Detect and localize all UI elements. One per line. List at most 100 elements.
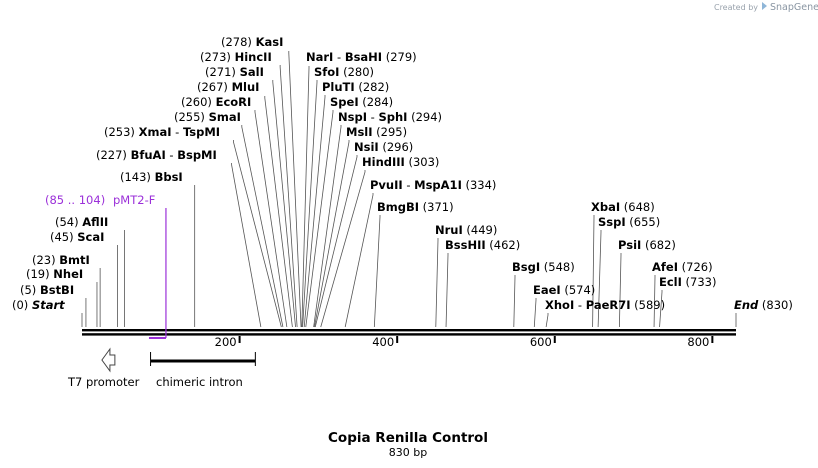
site-label-xbai: XbaI (648) [591, 200, 655, 214]
leader-nrui [435, 238, 439, 328]
site-xmai: (253) XmaI - TspMI [104, 125, 220, 139]
leader-eaei [533, 298, 537, 328]
site-sali: (271) SalI [205, 65, 264, 79]
site-label-bstbi: (5) BstBI [20, 283, 74, 297]
site-bmgbi: BmgBI (371) [377, 200, 454, 214]
map-title: Copia Renilla Control [328, 430, 488, 446]
site-pvuii: PvuII - MspA1I (334) [370, 178, 496, 192]
site-label-nrui: NruI (449) [435, 223, 497, 237]
site-label-pluti: PluTI (282) [322, 80, 389, 94]
site-label-kasi: (278) KasI [221, 35, 283, 49]
site-xbai: XbaI (648) [591, 200, 655, 214]
site-sspi: SspI (655) [598, 215, 660, 229]
feature-label-chimeric-intron: chimeric intron [156, 375, 243, 389]
leader-afei [653, 275, 656, 328]
site-label-nsii: NsiI (296) [354, 140, 413, 154]
leader-bmgbi [373, 215, 381, 328]
leader-xbai [592, 215, 595, 328]
leader-nsii [314, 155, 358, 328]
leader-spei [305, 110, 334, 328]
site-label-start: (0) Start [12, 298, 65, 312]
site-xhoi: XhoI - PaeR7I (589) [545, 298, 665, 312]
site-start: (0) Start [12, 298, 65, 312]
site-bbsi: (143) BbsI [120, 170, 183, 184]
site-label-sspi: SspI (655) [598, 215, 660, 229]
site-label-bsgi: BsgI (548) [512, 260, 575, 274]
site-leader-lines [81, 51, 737, 328]
ruler-label-600: 600 [530, 335, 552, 349]
leader-kasi [288, 51, 302, 328]
leader-bsshii [445, 253, 449, 328]
feature-t7-promoter: T7 promoter [67, 347, 140, 389]
site-label-psii: PsiI (682) [618, 238, 676, 252]
leader-hindiii [320, 170, 366, 328]
leader-xmai [233, 140, 282, 328]
site-eaei: EaeI (574) [533, 283, 595, 297]
site-label-hincii: (273) HincII [200, 50, 272, 64]
site-hindiii: HindIII (303) [362, 155, 439, 169]
leader-ecori [254, 110, 288, 328]
site-nrui: NruI (449) [435, 223, 497, 237]
site-psii: PsiI (682) [618, 238, 676, 252]
ruler-label-200: 200 [215, 335, 237, 349]
site-pluti: PluTI (282) [322, 80, 389, 94]
feature-chimeric-intron: chimeric intron [150, 352, 256, 389]
site-msli: MslI (295) [346, 125, 407, 139]
site-label-nspi: NspI - SphI (294) [338, 110, 442, 124]
leader-pvuii [344, 193, 374, 328]
primer-range: (85 .. 104) [45, 193, 105, 207]
site-bsshii: BssHII (462) [445, 238, 520, 252]
site-smai: (255) SmaI [174, 110, 241, 124]
site-mlui: (267) MluI [197, 80, 259, 94]
leader-pluti [303, 95, 326, 328]
ruler-label-400: 400 [372, 335, 394, 349]
site-label-mlui: (267) MluI [197, 80, 259, 94]
leader-nari [301, 66, 310, 328]
site-label-sali: (271) SalI [205, 65, 264, 79]
site-spei: SpeI (284) [330, 95, 393, 109]
site-ecori: (260) EcoRI [181, 95, 251, 109]
site-bfuai: (227) BfuAI - BspMI [96, 148, 217, 162]
site-bsgi: BsgI (548) [512, 260, 575, 274]
restriction-sites: (0) Start(5) BstBI (19) NheI(23) BmtI (45)… [12, 35, 793, 312]
credit-brand: SnapGene [770, 2, 818, 13]
site-label-msli: MslI (295) [346, 125, 407, 139]
site-label-nhei: (19) NheI [26, 267, 83, 281]
site-label-bbsi: (143) BbsI [120, 170, 183, 184]
site-end: End (830) [734, 298, 793, 312]
primer-name: pMT2-F [113, 193, 155, 207]
site-label-ecli: EclI (733) [659, 275, 717, 289]
site-label-eaei: EaeI (574) [533, 283, 595, 297]
leader-ecli [659, 290, 663, 328]
leader-msli [314, 140, 350, 328]
leader-xhoi [545, 313, 549, 328]
site-label-xhoi: XhoI - PaeR7I (589) [545, 298, 665, 312]
site-nspi: NspI - SphI (294) [338, 110, 442, 124]
site-label-bfuai: (227) BfuAI - BspMI [96, 148, 217, 162]
site-label-bmti: (23) BmtI [32, 253, 90, 267]
site-label-bmgbi: BmgBI (371) [377, 200, 454, 214]
leader-psii [618, 253, 622, 328]
site-afei: AfeI (726) [652, 260, 713, 274]
site-ecli: EclI (733) [659, 275, 717, 289]
site-nhei: (19) NheI [26, 267, 83, 281]
credit-prefix: Created by [714, 3, 758, 12]
site-nsii: NsiI (296) [354, 140, 413, 154]
leader-bsgi [513, 275, 516, 328]
site-aflii: (54) AflII [55, 215, 108, 229]
leader-sali [272, 80, 296, 328]
site-label-nari: NarI - BsaHI (279) [306, 50, 417, 64]
site-label-aflii: (54) AflII [55, 215, 108, 229]
site-scai: (45) ScaI [50, 230, 104, 244]
leader-nspi [313, 125, 342, 328]
promoter-arrow-icon [101, 347, 116, 373]
site-label-hindiii: HindIII (303) [362, 155, 439, 169]
ruler-ticks: 200 400 600 800 [215, 335, 714, 349]
site-label-end: End (830) [734, 298, 793, 312]
site-label-scai: (45) ScaI [50, 230, 104, 244]
site-label-pvuii: PvuII - MspA1I (334) [370, 178, 496, 192]
feature-label-t7-promoter: T7 promoter [67, 375, 140, 389]
primer-pmt2-f: (85 .. 104) pMT2-F [45, 193, 167, 339]
site-label-smai: (255) SmaI [174, 110, 241, 124]
